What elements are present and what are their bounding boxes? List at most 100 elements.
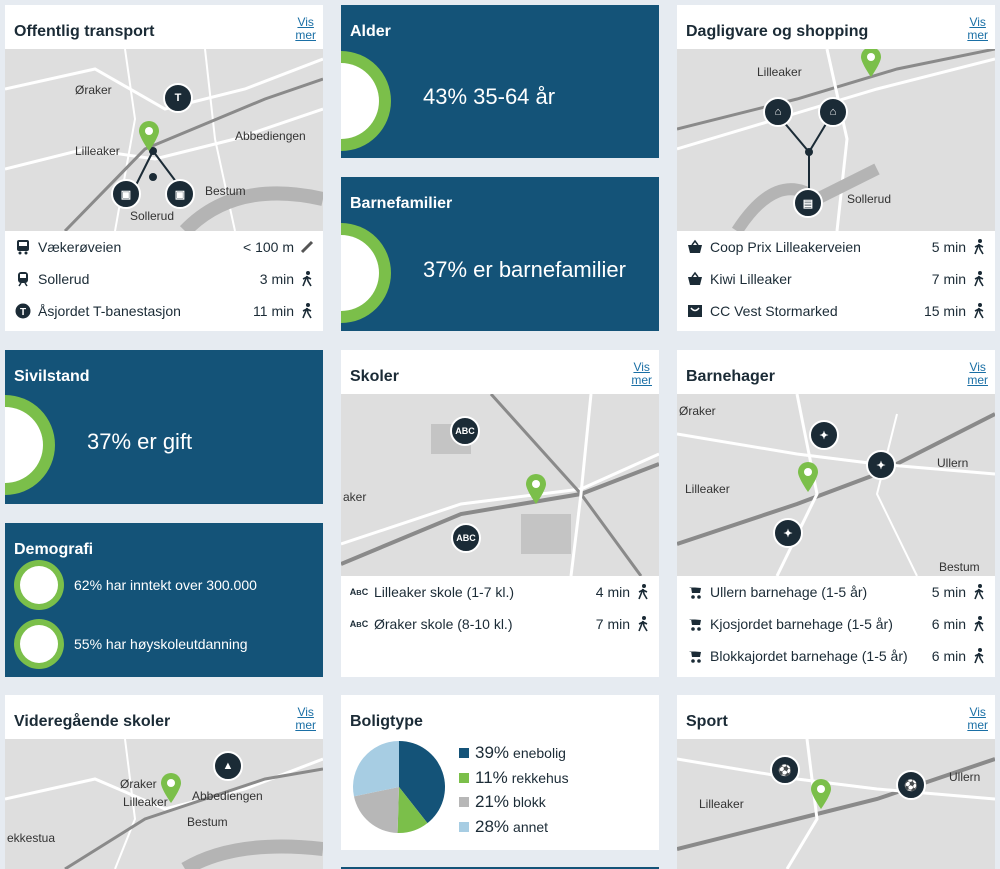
walk-icon: [972, 648, 986, 664]
shopping-row[interactable]: Coop Prix Lilleakerveien 5 min: [686, 234, 986, 260]
stroller-marker-icon[interactable]: ✦: [809, 420, 839, 450]
barnehager-row[interactable]: Ullern barnehage (1-5 år) 5 min: [686, 579, 986, 605]
transport-row[interactable]: Vækerøveien < 100 m: [14, 234, 314, 260]
location-pin-icon: [798, 462, 818, 492]
abc-school-marker-icon[interactable]: ABC: [451, 523, 481, 553]
map-label: aker: [343, 490, 367, 504]
basket-marker-icon[interactable]: ⌂: [763, 97, 793, 127]
transport-row[interactable]: Sollerud 3 min: [14, 266, 314, 292]
skoler-map[interactable]: aker ABC ABC: [341, 394, 659, 576]
transport-title: Offentlig transport: [14, 23, 155, 40]
barnehager-title: Barnehager: [686, 368, 775, 385]
row-label: Blokkajordet barnehage (1-5 år): [710, 648, 908, 664]
map-label: Øraker: [75, 83, 112, 97]
ruler-icon: [300, 239, 314, 255]
shopping-card: Dagligvare og shopping Vis mer Lilleaker …: [677, 5, 995, 331]
next-card-edge: [341, 867, 659, 869]
transport-row[interactable]: T Åsjordet T-banestasjon 11 min: [14, 298, 314, 324]
pie-slice-enebolig: [399, 741, 445, 824]
sport-map[interactable]: Lilleaker Ullern ⚽ ⚽: [677, 739, 995, 869]
basket-marker-icon[interactable]: ⌂: [818, 97, 848, 127]
metro-marker-icon[interactable]: T: [163, 83, 193, 113]
location-pin-icon: [861, 49, 881, 77]
row-value: 11 min: [253, 303, 294, 319]
map-label: ekkestua: [7, 831, 56, 845]
videregaende-map[interactable]: Øraker Lilleaker Abbediengen Bestum ekke…: [5, 739, 323, 869]
barnehager-card: Barnehager Vis mer Øraker Lilleaker Uller…: [677, 350, 995, 677]
walk-icon: [300, 303, 314, 319]
transport-card: Offentlig transport Vis mer Øraker Lillea…: [5, 5, 323, 331]
row-value: 6 min: [931, 648, 966, 664]
legend-swatch: [459, 797, 469, 808]
skoler-more-link[interactable]: Vis mer: [631, 360, 652, 387]
map-label: Ullern: [937, 456, 969, 470]
barnehager-row[interactable]: Kjosjordet barnehage (1-5 år) 6 min: [686, 611, 986, 637]
legend-label: annet: [513, 818, 549, 835]
map-label: Lilleaker: [123, 795, 168, 809]
row-value: 5 min: [931, 584, 966, 600]
abc-school-marker-icon[interactable]: ABC: [450, 416, 480, 446]
football-marker-icon[interactable]: ⚽: [896, 770, 926, 800]
demografi-text: 55% har høyskoleutdanning: [74, 636, 248, 652]
row-label: Lilleaker skole (1-7 kl.): [374, 584, 515, 600]
location-pin-icon: [139, 121, 159, 151]
location-pin-icon: [811, 779, 831, 809]
barnehager-map[interactable]: Øraker Lilleaker Ullern Bestum ✦ ✦ ✦: [677, 394, 995, 576]
stroller-marker-icon[interactable]: ✦: [866, 450, 896, 480]
barnefamilier-value: 37% er barnefamilier: [423, 257, 626, 282]
legend-item: 21% blokk: [459, 790, 569, 815]
row-value: 7 min: [931, 271, 966, 287]
videregaende-more-link[interactable]: Vis mer: [295, 705, 316, 732]
map-label: Abbediengen: [235, 129, 306, 143]
football-marker-icon[interactable]: ⚽: [770, 755, 800, 785]
row-label: Åsjordet T-banestasjon: [38, 303, 181, 319]
pie-slice-blokk: [353, 787, 399, 833]
barnefamilier-ring-chart: [341, 223, 391, 323]
barnehager-more-link[interactable]: Vis mer: [967, 360, 988, 387]
transport-map[interactable]: Øraker Lilleaker Abbediengen Bestum Soll…: [5, 49, 323, 231]
walk-icon: [636, 616, 650, 632]
legend-value: 11%: [475, 767, 508, 787]
map-label: Ullern: [949, 770, 981, 784]
legend-value: 21%: [475, 792, 510, 812]
basket-icon: [686, 270, 704, 288]
demografi-ring-chart: [14, 560, 64, 610]
walk-icon: [972, 616, 986, 632]
barnefamilier-title: Barnefamilier: [350, 195, 453, 212]
bus-marker-icon[interactable]: ▣: [111, 179, 141, 209]
shopping-row[interactable]: CC Vest Stormarked 15 min: [686, 298, 986, 324]
row-value: 4 min: [595, 584, 630, 600]
svg-text:T: T: [20, 307, 26, 318]
shopping-map[interactable]: Lilleaker Sollerud ⌂ ⌂ ▤: [677, 49, 995, 231]
stroller-marker-icon[interactable]: ✦: [773, 518, 803, 548]
shopping-title: Dagligvare og shopping: [686, 23, 869, 40]
barnehager-row[interactable]: Blokkajordet barnehage (1-5 år) 6 min: [686, 643, 986, 669]
shopping-row[interactable]: Kiwi Lilleaker 7 min: [686, 266, 986, 292]
boligtype-title: Boligtype: [350, 713, 423, 730]
mall-marker-icon[interactable]: ▤: [793, 188, 823, 218]
alder-card: Alder 43% 35-64 år: [341, 5, 659, 158]
train-marker-icon[interactable]: ▣: [165, 179, 195, 209]
videregaende-card: Videregående skoler Vis mer Øraker Lillea…: [5, 695, 323, 869]
sivilstand-ring-chart: [5, 395, 55, 495]
transport-more-link[interactable]: Vis mer: [295, 15, 316, 42]
legend-item: 11% rekkehus: [459, 766, 569, 791]
sivilstand-value: 37% er gift: [87, 429, 193, 454]
mall-icon: [686, 302, 704, 320]
shopping-more-link[interactable]: Vis mer: [967, 15, 988, 42]
graduation-cap-marker-icon[interactable]: ▲: [213, 751, 243, 781]
train-icon: [14, 270, 32, 288]
map-label: Sollerud: [847, 192, 892, 206]
row-label: Ullern barnehage (1-5 år): [710, 584, 868, 600]
basket-icon: [686, 238, 704, 256]
legend-swatch: [459, 821, 469, 832]
legend-swatch: [459, 772, 469, 783]
demografi-card: Demografi 62% har inntekt over 300.000 5…: [5, 523, 323, 677]
pie-slice-rekkehus: [397, 787, 428, 833]
legend-value: 39%: [475, 743, 510, 763]
skoler-title: Skoler: [350, 368, 399, 385]
sport-more-link[interactable]: Vis mer: [967, 705, 988, 732]
